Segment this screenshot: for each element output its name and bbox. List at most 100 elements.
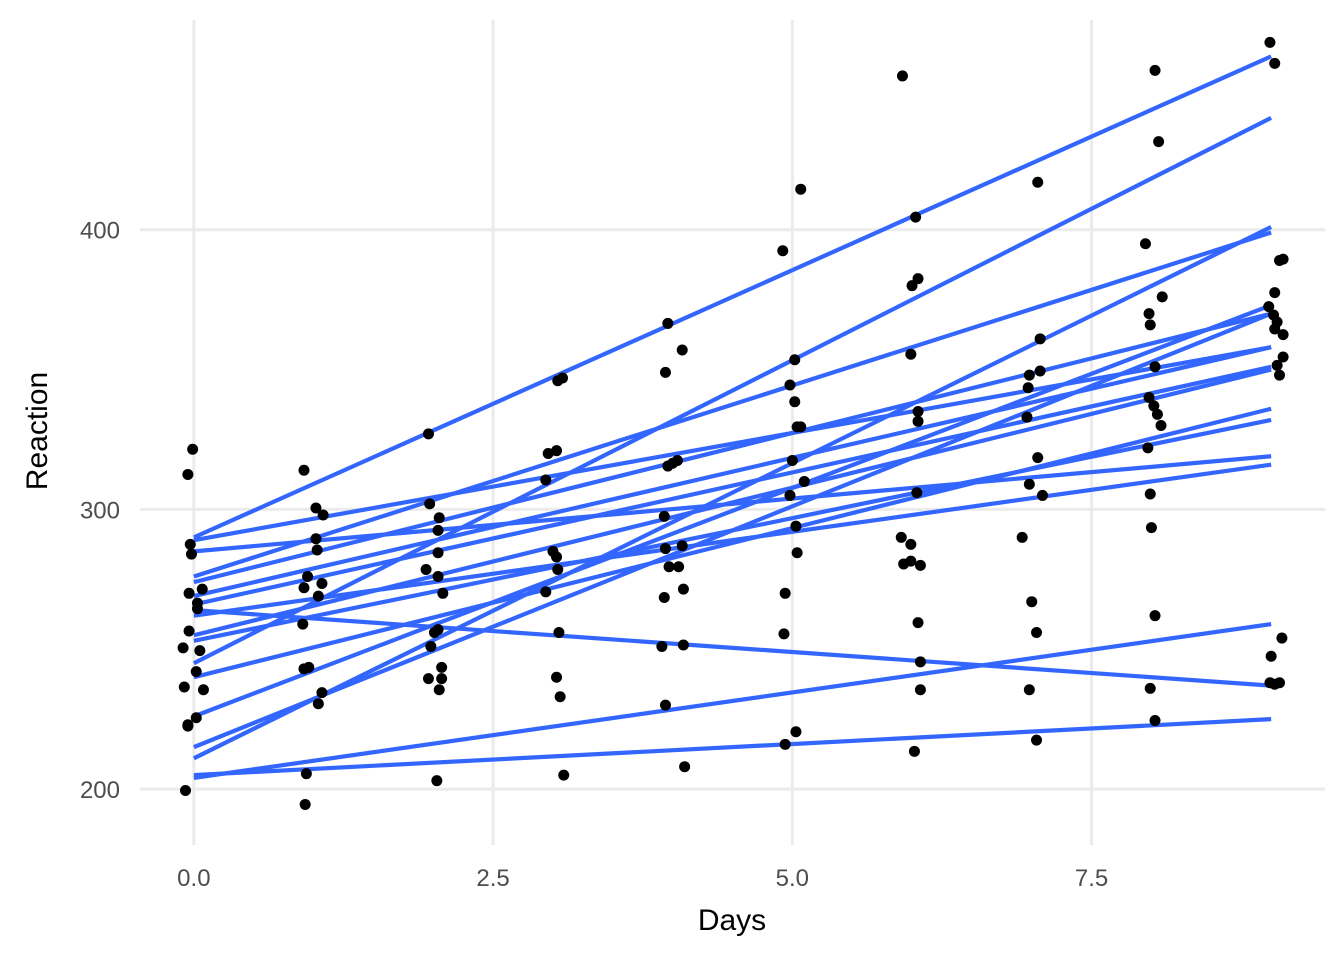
x-axis-title: Days	[698, 904, 766, 937]
tick-labels: 0.0 2.5 5.0 7.5 200 300 400	[80, 218, 1108, 892]
data-point	[436, 673, 448, 685]
fit-line-18	[193, 311, 1272, 585]
data-point	[302, 571, 314, 583]
data-point	[1034, 333, 1046, 345]
data-point	[1023, 369, 1035, 381]
data-point	[179, 784, 191, 796]
data-point	[553, 626, 565, 638]
data-point	[1032, 176, 1044, 188]
data-point	[1153, 136, 1165, 148]
x-tick-label: 2.5	[476, 865, 509, 892]
data-point	[191, 597, 203, 609]
data-point	[297, 618, 309, 630]
data-point	[1034, 365, 1046, 377]
data-point	[178, 681, 190, 693]
data-point	[187, 443, 199, 455]
data-point	[677, 583, 689, 595]
data-point	[777, 245, 789, 257]
data-point	[1264, 36, 1276, 48]
data-point	[424, 498, 436, 510]
data-point	[912, 415, 924, 427]
y-tick-label: 400	[80, 218, 120, 245]
data-point	[914, 656, 926, 668]
data-point	[298, 582, 310, 594]
y-tick-label: 200	[80, 777, 120, 804]
data-point	[1032, 452, 1044, 464]
fit-line-15	[193, 607, 1272, 688]
data-point	[676, 344, 688, 356]
data-point	[540, 586, 552, 598]
data-point	[1277, 351, 1289, 363]
data-point	[656, 640, 668, 652]
data-point	[677, 639, 689, 651]
data-point	[420, 564, 432, 576]
data-point	[1274, 369, 1286, 381]
data-point	[432, 571, 444, 583]
data-point	[182, 468, 194, 480]
data-point	[551, 671, 563, 683]
data-point	[1016, 531, 1028, 543]
data-point	[1265, 650, 1277, 662]
data-point	[1151, 408, 1163, 420]
data-point	[1037, 489, 1049, 501]
data-point	[185, 548, 197, 560]
data-point	[1023, 684, 1035, 696]
data-point	[1149, 715, 1161, 727]
data-point	[177, 642, 189, 654]
data-point	[432, 624, 444, 636]
data-point	[310, 533, 322, 545]
data-point	[679, 761, 691, 773]
data-point	[557, 372, 569, 384]
data-point	[190, 666, 202, 678]
data-point	[1148, 400, 1160, 412]
data-point	[551, 445, 563, 457]
data-point	[789, 396, 801, 408]
fit-line-1	[193, 54, 1272, 540]
data-point	[905, 538, 917, 550]
data-point	[784, 489, 796, 501]
data-point	[905, 555, 917, 567]
fit-line-8	[193, 345, 1272, 599]
fit-line-9	[193, 364, 1272, 607]
data-point	[795, 183, 807, 195]
data-point	[316, 687, 328, 699]
data-point	[190, 712, 202, 724]
data-point	[908, 745, 920, 757]
data-point	[910, 211, 922, 223]
data-point	[312, 698, 324, 710]
data-point	[1143, 308, 1155, 320]
data-point	[547, 545, 559, 557]
data-point	[798, 475, 810, 487]
fit-line-14	[193, 462, 1272, 618]
data-point	[552, 564, 564, 576]
fit-line-12	[193, 417, 1272, 643]
data-point	[422, 428, 434, 440]
data-point	[1149, 610, 1161, 622]
data-point	[1026, 596, 1038, 608]
x-tick-label: 5.0	[776, 865, 809, 892]
data-point	[425, 640, 437, 652]
data-point	[311, 544, 323, 556]
data-point	[1149, 361, 1161, 373]
data-point	[317, 509, 329, 521]
fit-line-11	[193, 406, 1272, 680]
data-point	[662, 317, 674, 329]
data-point	[1271, 359, 1283, 371]
data-point	[896, 70, 908, 82]
data-point	[905, 348, 917, 360]
data-point	[1144, 682, 1156, 694]
data-point	[1263, 301, 1275, 313]
data-point	[431, 775, 443, 787]
data-point	[912, 617, 924, 629]
data-point	[436, 661, 448, 673]
data-point	[540, 474, 552, 486]
data-point	[659, 543, 671, 555]
data-point	[1145, 522, 1157, 534]
fit-line-2	[192, 116, 1273, 666]
data-point	[1023, 478, 1035, 490]
data-point	[1276, 632, 1288, 644]
data-point	[183, 587, 195, 599]
data-point	[1277, 253, 1289, 265]
